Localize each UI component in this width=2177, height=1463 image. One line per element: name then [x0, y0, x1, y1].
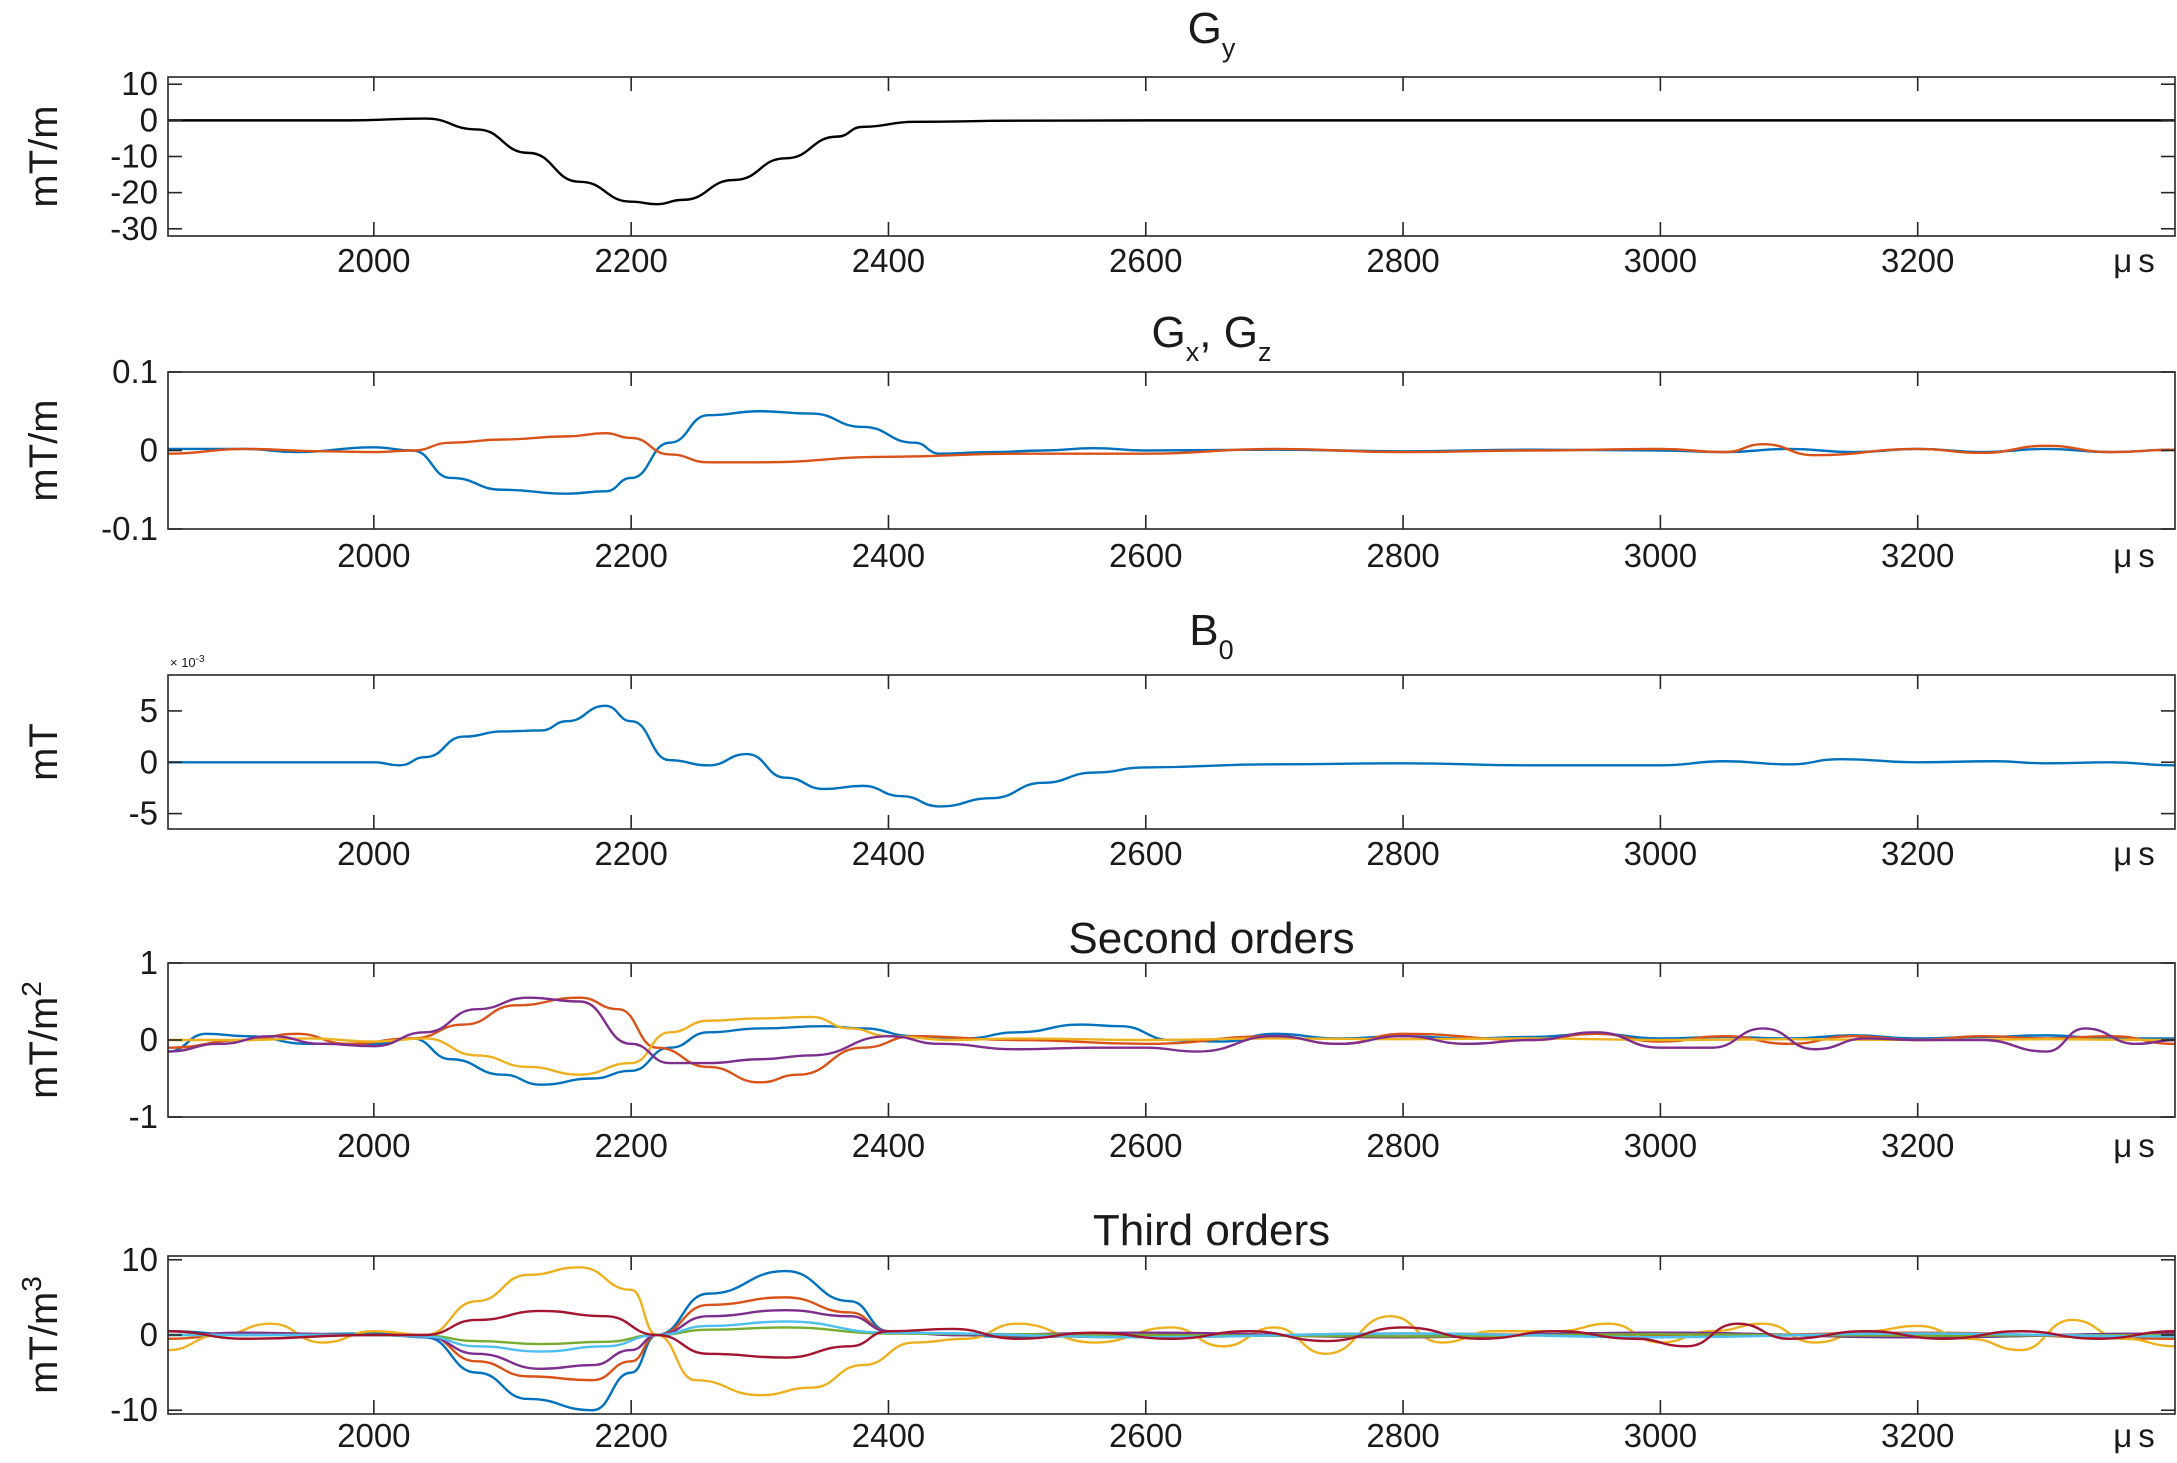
x-tick-label: 3000: [1624, 1127, 1697, 1164]
series-line-2: [168, 996, 2175, 1084]
y-tick-label: 0: [140, 432, 158, 469]
x-tick-label: 2000: [337, 1417, 410, 1454]
y-axis-label: mT/m: [22, 105, 66, 207]
y-tick-label: 1: [140, 944, 158, 981]
chart-title: Gx, Gz: [1152, 308, 1272, 367]
chart-title: Second orders: [1068, 914, 1354, 963]
x-tick-label: 3200: [1881, 242, 1954, 279]
x-tick-label: 2200: [594, 835, 667, 872]
x-tick-label: 2400: [852, 1127, 925, 1164]
x-tick-label: 2800: [1366, 1127, 1439, 1164]
x-tick-label: 2600: [1109, 537, 1182, 574]
series-line-1: [168, 704, 2175, 808]
y-tick-label: 0: [140, 1316, 158, 1353]
x-tick-label: 3000: [1624, 242, 1697, 279]
x-tick-label: 2600: [1109, 242, 1182, 279]
x-tick-label: 2600: [1109, 1417, 1182, 1454]
x-unit-label: μs: [2113, 1127, 2161, 1164]
x-tick-label: 2200: [594, 537, 667, 574]
x-tick-label: 2200: [594, 242, 667, 279]
x-unit-label: μs: [2113, 537, 2161, 574]
series-line-4: [168, 996, 2175, 1065]
x-tick-label: 3000: [1624, 537, 1697, 574]
y-tick-label: -10: [110, 1391, 158, 1428]
axes-box: [167, 674, 2176, 830]
y-exponent-label: × 10-3: [170, 654, 205, 670]
panel-2: 2000 2200 2400 2600 2800 3000 3200 μs 0.1 0 -0.1 mT…: [22, 308, 2176, 574]
y-axis-label: mT/m: [22, 399, 66, 501]
y-tick-label: 5: [140, 692, 158, 729]
x-tick-label: 3000: [1624, 1417, 1697, 1454]
y-tick-label: 10: [121, 1241, 158, 1278]
x-tick-label: 2000: [337, 242, 410, 279]
x-tick-label: 2000: [337, 1127, 410, 1164]
y-tick-label: -10: [110, 138, 158, 175]
y-axis-label: mT/m3: [16, 1276, 66, 1394]
y-tick-label: -30: [110, 210, 158, 247]
y-axis-label: mT: [22, 723, 66, 781]
x-unit-label: μs: [2113, 835, 2161, 872]
x-tick-label: 3200: [1881, 1127, 1954, 1164]
x-tick-label: 2600: [1109, 1127, 1182, 1164]
series-line-3: [168, 1015, 2175, 1076]
axes-box: [167, 76, 2176, 237]
panel-5: 2000 2200 2400 2600 2800 3000 3200 μs 10 0 -10 mT/m…: [16, 1206, 2176, 1454]
panel-3: 2000 2200 2400 2600 2800 3000 3200 μs 5 0 -5 mT × 10…: [22, 606, 2176, 872]
panel-1: 2000 2200 2400 2600 2800 3000 3200 μs 100-10-20-…: [22, 4, 2176, 279]
x-tick-label: 3200: [1881, 835, 1954, 872]
series-line-1: [168, 410, 2175, 495]
x-tick-label: 3200: [1881, 1417, 1954, 1454]
x-tick-label: 3200: [1881, 537, 1954, 574]
series-line-7: [168, 1309, 2175, 1359]
chart-title: Third orders: [1093, 1206, 1330, 1255]
series-line-6: [168, 1320, 2175, 1353]
y-tick-label: -20: [110, 174, 158, 211]
x-tick-label: 2400: [852, 835, 925, 872]
x-tick-label: 2200: [594, 1417, 667, 1454]
x-tick-label: 2400: [852, 537, 925, 574]
x-tick-label: 3000: [1624, 835, 1697, 872]
y-tick-label: 0: [140, 1021, 158, 1058]
y-tick-label: -1: [129, 1098, 158, 1135]
x-tick-label: 2800: [1366, 242, 1439, 279]
x-tick-label: 2600: [1109, 835, 1182, 872]
x-tick-label: 2800: [1366, 1417, 1439, 1454]
x-tick-label: 2000: [337, 835, 410, 872]
x-tick-label: 2800: [1366, 537, 1439, 574]
x-tick-label: 2800: [1366, 835, 1439, 872]
x-unit-label: μs: [2113, 1417, 2161, 1454]
series-line-2: [168, 432, 2175, 464]
y-tick-label: -0.1: [101, 510, 158, 547]
series-line-5: [168, 1326, 2175, 1346]
x-tick-label: 2400: [852, 242, 925, 279]
x-tick-label: 2200: [594, 1127, 667, 1164]
x-unit-label: μs: [2113, 242, 2161, 279]
y-tick-label: 0: [140, 743, 158, 780]
y-axis-label: mT/m2: [16, 981, 66, 1099]
series-line-1: [168, 117, 2175, 206]
y-tick-label: 0: [140, 101, 158, 138]
y-tick-label: 10: [121, 65, 158, 102]
y-tick-label: 0.1: [112, 353, 158, 390]
chart-title: Gy: [1188, 4, 1236, 63]
x-tick-label: 2000: [337, 537, 410, 574]
y-tick-label: -5: [129, 795, 158, 832]
chart-title: B0: [1189, 606, 1233, 665]
series-line-4: [168, 1308, 2175, 1371]
panel-4: 2000 2200 2400 2600 2800 3000 3200 μs 1 0 -1 mT/m2 S…: [16, 914, 2176, 1164]
x-tick-label: 2400: [852, 1417, 925, 1454]
